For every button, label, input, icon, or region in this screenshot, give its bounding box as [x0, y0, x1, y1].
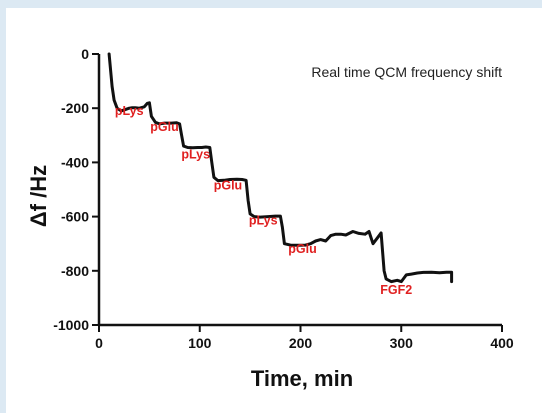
frequency-shift-line [107, 52, 454, 284]
x-tick-label: 200 [289, 335, 313, 351]
x-ticks: 0 100 200 300 400 [95, 325, 514, 351]
annotation-label: pGlu [288, 242, 316, 256]
y-tick-label: -1000 [53, 317, 89, 333]
annotation-label: pLys [115, 104, 144, 118]
x-tick-label: 0 [95, 335, 103, 351]
y-tick-label: -200 [61, 100, 89, 116]
y-tick-label: 0 [81, 46, 89, 62]
chart-title: Real time QCM frequency shift [311, 64, 502, 80]
annotation-label: pGlu [150, 120, 178, 134]
annotation-label: FGF2 [380, 283, 412, 297]
x-tick-label: 400 [490, 335, 514, 351]
y-tick-label: -800 [61, 263, 89, 279]
chart-panel: 0 -200 -400 -600 -800 -1000 0 100 200 300 400 pLy… [6, 8, 542, 413]
y-tick-label: -400 [61, 154, 89, 170]
x-tick-label: 100 [188, 335, 212, 351]
annotation-label: pLys [249, 214, 278, 228]
y-ticks: 0 -200 -400 -600 -800 -1000 [53, 46, 99, 333]
y-tick-label: -600 [61, 209, 89, 225]
x-tick-label: 300 [390, 335, 414, 351]
x-axis-title: Time, min [251, 366, 353, 391]
y-axis-title: Δf /Hz [26, 165, 51, 227]
annotation-label: pGlu [214, 179, 242, 193]
axes [97, 54, 502, 327]
qcm-line-chart: 0 -200 -400 -600 -800 -1000 0 100 200 300 400 pLy… [26, 46, 514, 391]
annotation-label: pLys [181, 147, 210, 161]
